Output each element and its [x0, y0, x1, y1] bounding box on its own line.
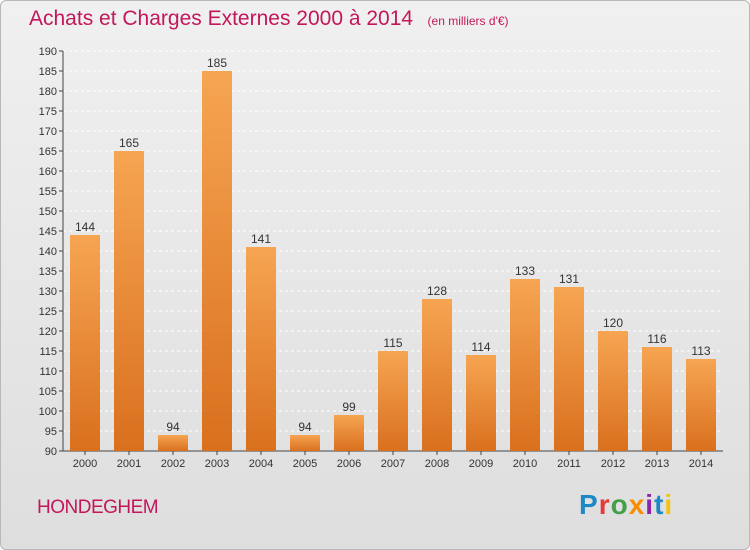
value-label-2014: 113 — [691, 344, 710, 358]
value-label-2006: 99 — [342, 400, 356, 414]
commune-name: HONDEGHEM — [37, 497, 159, 518]
value-label-2013: 116 — [647, 332, 666, 346]
chart-subtitle: (en milliers d'€) — [427, 14, 509, 28]
logo-letter: i — [664, 489, 674, 520]
bar-2007 — [378, 351, 408, 451]
y-tick-label: 150 — [39, 206, 57, 218]
x-tick-label-2001: 2001 — [117, 458, 141, 470]
labels: 90 95 100 105 110 115 120 125 130 135 140 145 150 155… — [39, 46, 714, 470]
bars — [70, 71, 716, 451]
x-tick-label-2005: 2005 — [293, 458, 317, 470]
y-tick-label: 105 — [39, 386, 57, 398]
logo-letter: x — [628, 489, 646, 520]
proxiti-logo[interactable]: Proxiti — [579, 489, 673, 521]
value-label-2009: 114 — [471, 340, 490, 354]
x-tick-label-2007: 2007 — [381, 458, 405, 470]
bar-2010 — [510, 279, 540, 451]
bar-2013 — [642, 347, 672, 451]
bar-2004 — [246, 247, 276, 451]
y-tick-label: 175 — [39, 106, 57, 118]
x-tick-label-2003: 2003 — [205, 458, 229, 470]
logo-letter: t — [654, 489, 665, 520]
y-tick-label: 160 — [39, 166, 57, 178]
y-tick-label: 155 — [39, 186, 57, 198]
y-tick-label: 135 — [39, 266, 57, 278]
x-tick-label-2004: 2004 — [249, 458, 273, 470]
title-block: Achats et Charges Externes 2000 à 2014 (… — [29, 7, 509, 31]
bar-2008 — [422, 299, 452, 451]
value-label-2007: 115 — [383, 336, 402, 350]
x-tick-label-2006: 2006 — [337, 458, 361, 470]
y-tick-label: 125 — [39, 306, 57, 318]
bar-2000 — [70, 235, 100, 451]
y-tick-label: 120 — [39, 326, 57, 338]
x-tick-label-2009: 2009 — [469, 458, 493, 470]
logo-letter: o — [610, 489, 629, 520]
x-tick-label-2002: 2002 — [161, 458, 185, 470]
x-tick-label-2014: 2014 — [689, 458, 713, 470]
value-label-2002: 94 — [166, 420, 180, 434]
y-tick-label: 145 — [39, 226, 57, 238]
value-label-2012: 120 — [603, 316, 623, 330]
value-label-2003: 185 — [207, 56, 227, 70]
y-tick-label: 130 — [39, 286, 57, 298]
bar-2011 — [554, 287, 584, 451]
value-label-2005: 94 — [298, 420, 312, 434]
value-label-2011: 131 — [559, 272, 579, 286]
x-tick-label-2008: 2008 — [425, 458, 449, 470]
x-tick-label-2011: 2011 — [557, 458, 581, 470]
logo-letter: r — [598, 489, 611, 520]
logo-letter: i — [645, 489, 655, 520]
y-tick-label: 90 — [45, 446, 57, 458]
bar-2012 — [598, 331, 628, 451]
x-tick-label-2010: 2010 — [513, 458, 537, 470]
bar-2009 — [466, 355, 496, 451]
x-tick-label-2013: 2013 — [645, 458, 669, 470]
y-tick-label: 95 — [45, 426, 57, 438]
chart-title: Achats et Charges Externes 2000 à 2014 — [29, 7, 414, 30]
bar-2006 — [334, 415, 364, 451]
value-label-2010: 133 — [515, 264, 535, 278]
bar-2005 — [290, 435, 320, 451]
value-label-2004: 141 — [251, 232, 271, 246]
value-label-2000: 144 — [75, 220, 95, 234]
y-tick-label: 100 — [39, 406, 57, 418]
logo-letter: P — [579, 489, 599, 520]
y-tick-label: 180 — [39, 86, 57, 98]
bar-2003 — [202, 71, 232, 451]
value-label-2008: 128 — [427, 284, 447, 298]
bar-2002 — [158, 435, 188, 451]
y-tick-label: 115 — [39, 346, 57, 358]
y-tick-label: 170 — [39, 126, 57, 138]
bar-2014 — [686, 359, 716, 451]
x-tick-label-2000: 2000 — [73, 458, 97, 470]
x-tick-label-2012: 2012 — [601, 458, 625, 470]
value-label-2001: 165 — [119, 136, 139, 150]
y-tick-label: 140 — [39, 246, 57, 258]
y-tick-label: 165 — [39, 146, 57, 158]
y-tick-label: 110 — [39, 366, 57, 378]
y-tick-label: 185 — [39, 66, 57, 78]
y-tick-label: 190 — [39, 46, 57, 58]
bar-2001 — [114, 151, 144, 451]
